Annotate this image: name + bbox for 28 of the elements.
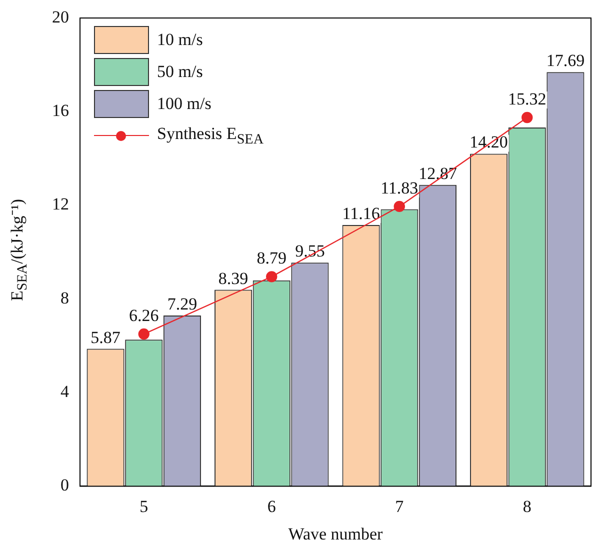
- y-tick-label: 20: [52, 7, 69, 26]
- point: [522, 112, 533, 124]
- y-tick-label: 4: [60, 382, 70, 402]
- x-tick-label: 8: [522, 496, 532, 516]
- data-label: 7.29: [167, 294, 198, 314]
- x-axis-title: Wave number: [288, 524, 384, 544]
- data-label: 6.26: [129, 306, 159, 326]
- legend-label: 10 m/s: [157, 30, 203, 50]
- data-label: 11.83: [380, 178, 418, 198]
- data-label: 8.39: [218, 268, 248, 288]
- y-tick-label: 12: [52, 194, 69, 214]
- legend-label: Synthesis E$_{SEA}$: [157, 124, 264, 148]
- data-label: 15.32: [508, 89, 546, 108]
- x-tick-label: 5: [140, 496, 148, 516]
- point: [394, 200, 405, 212]
- point: [138, 328, 150, 340]
- y-tick-label: 16: [52, 101, 69, 120]
- data-label: 5.87: [90, 328, 121, 347]
- y-tick-label: 8: [60, 288, 69, 308]
- point: [266, 271, 278, 282]
- data-label: 8.79: [256, 248, 286, 268]
- y-tick-label: 0: [60, 476, 69, 495]
- legend-label: 100 m/s: [157, 94, 212, 114]
- x-tick-label: 7: [395, 496, 404, 516]
- data-label: 17.69: [546, 51, 585, 70]
- data-label: 11.16: [342, 204, 380, 223]
- legend-label: 50 m/s: [157, 62, 203, 82]
- x-tick-label: 6: [267, 496, 276, 516]
